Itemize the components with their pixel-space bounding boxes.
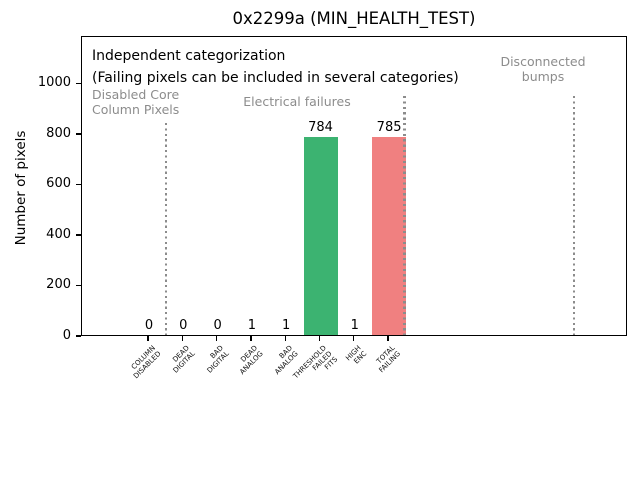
x-tick-mark — [250, 336, 252, 341]
plot-area: 0 0 0 1 1 784 1 785 — [81, 36, 627, 336]
x-tick-label-text: COLUMN DISABLED — [129, 344, 163, 381]
bar-value-label: 0 — [213, 318, 222, 333]
y-tick-mark — [76, 234, 81, 236]
x-tick-label-text: BAD DIGITAL — [205, 344, 231, 375]
x-tick-mark — [353, 336, 355, 341]
x-tick-mark — [284, 336, 286, 341]
bar-5 — [303, 136, 338, 335]
chart-title: 0x2299a (MIN_HEALTH_TEST) — [232, 9, 476, 28]
x-tick-label-text: THRESHOLD FAILED FITS — [291, 344, 340, 381]
zone-label-disconnected-bumps: Disconnected bumps — [500, 54, 586, 84]
zone-divider-line — [573, 96, 576, 335]
x-tick-label-text: TOTAL FAILING — [375, 344, 403, 375]
y-tick-mark — [76, 133, 81, 135]
bar-value-label: 0 — [179, 318, 188, 333]
y-tick-label: 0 — [62, 328, 71, 343]
annotation-independent-categorization: Independent categorization — [92, 48, 286, 64]
zone-label-electrical-failures: Electrical failures — [243, 94, 351, 109]
x-tick-mark — [147, 336, 149, 341]
bar-7 — [372, 136, 407, 335]
x-tick-mark — [215, 336, 218, 341]
zone-divider-line — [165, 123, 168, 335]
x-tick-mark — [181, 336, 183, 341]
y-tick-label: 600 — [46, 176, 71, 192]
y-tick-label: 400 — [46, 226, 71, 242]
y-tick-mark — [76, 183, 81, 186]
y-tick-label: 800 — [46, 125, 71, 141]
bar-value-label: 1 — [282, 317, 291, 333]
x-tick-label-text: HIGH ENC — [344, 344, 369, 366]
y-tick-mark — [76, 82, 81, 84]
bar-value-label: 1 — [350, 317, 359, 333]
y-tick-mark — [76, 284, 81, 287]
zone-divider-line — [403, 96, 406, 335]
x-tick-mark — [318, 336, 321, 341]
bar-value-label: 784 — [308, 119, 333, 135]
x-tick-label-text: DEAD ANALOG — [238, 344, 266, 377]
bar-value-label: 785 — [376, 119, 402, 135]
annotation-independent-categorization-note: (Failing pixels can be included in sever… — [92, 70, 459, 86]
x-tick-mark — [387, 336, 389, 341]
y-tick-label: 1000 — [37, 75, 71, 91]
zone-label-disabled-core-column-pixels: Disabled Core Column Pixels — [92, 87, 180, 117]
x-tick-label-text: DEAD DIGITAL — [171, 344, 197, 375]
bar-value-label: 0 — [144, 318, 154, 333]
y-tick-label: 200 — [46, 277, 71, 293]
bar-value-label: 1 — [247, 317, 257, 333]
y-tick-mark — [76, 335, 81, 337]
